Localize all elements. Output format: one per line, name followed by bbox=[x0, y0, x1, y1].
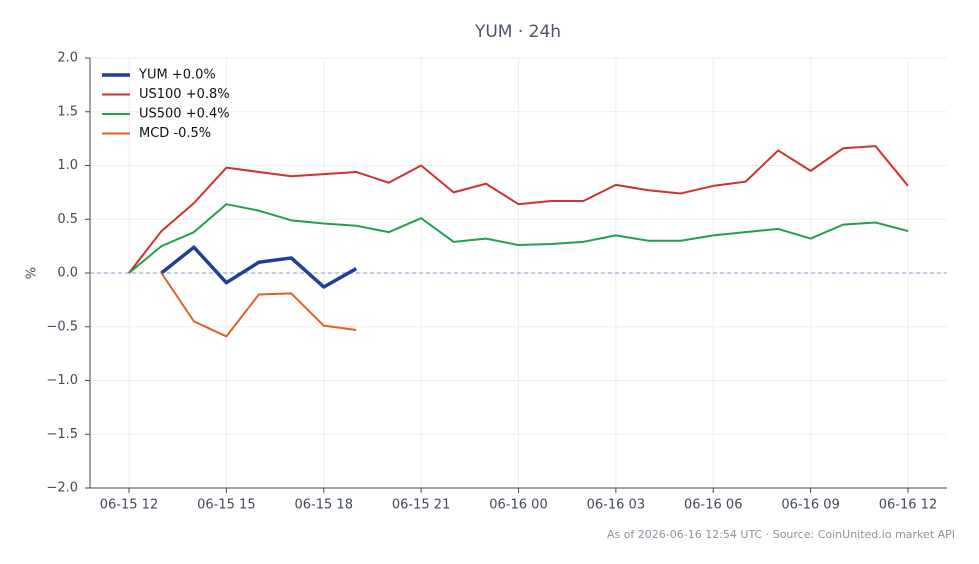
x-tick-label: 06-15 21 bbox=[392, 498, 450, 513]
y-tick-label: 0.0 bbox=[57, 266, 78, 281]
x-tick-label: 06-16 06 bbox=[684, 498, 742, 513]
series-line bbox=[128, 203, 909, 274]
x-tick-label: 06-16 03 bbox=[587, 498, 645, 513]
x-tick-label: 06-15 12 bbox=[100, 498, 158, 513]
legend-label: US500 +0.4% bbox=[139, 107, 230, 122]
x-tick-label: 06-16 12 bbox=[879, 498, 937, 513]
y-tick-label: −0.5 bbox=[46, 319, 78, 334]
y-tick-label: −2.0 bbox=[46, 481, 78, 496]
y-tick-label: 1.0 bbox=[57, 158, 78, 173]
series-line bbox=[160, 245, 358, 289]
y-axis-label: % bbox=[25, 267, 40, 279]
y-tick-label: −1.0 bbox=[46, 373, 78, 388]
y-tick-label: 2.0 bbox=[57, 51, 78, 66]
y-tick-label: 0.5 bbox=[57, 212, 78, 227]
y-tick-label: 1.5 bbox=[57, 104, 78, 119]
footnote: As of 2026-06-16 12:54 UTC · Source: Coi… bbox=[607, 528, 955, 541]
series-line bbox=[128, 145, 909, 274]
x-tick-label: 06-16 09 bbox=[781, 498, 839, 513]
x-tick-label: 06-15 18 bbox=[295, 498, 353, 513]
legend-label: YUM +0.0% bbox=[138, 68, 216, 83]
y-tick-label: −1.5 bbox=[46, 427, 78, 442]
x-tick-label: 06-15 15 bbox=[197, 498, 255, 513]
x-tick-label: 06-16 00 bbox=[489, 498, 547, 513]
chart-title: YUM · 24h bbox=[474, 22, 561, 42]
series-line bbox=[160, 272, 357, 338]
legend-label: US100 +0.8% bbox=[139, 87, 230, 102]
legend-label: MCD -0.5% bbox=[139, 126, 211, 141]
